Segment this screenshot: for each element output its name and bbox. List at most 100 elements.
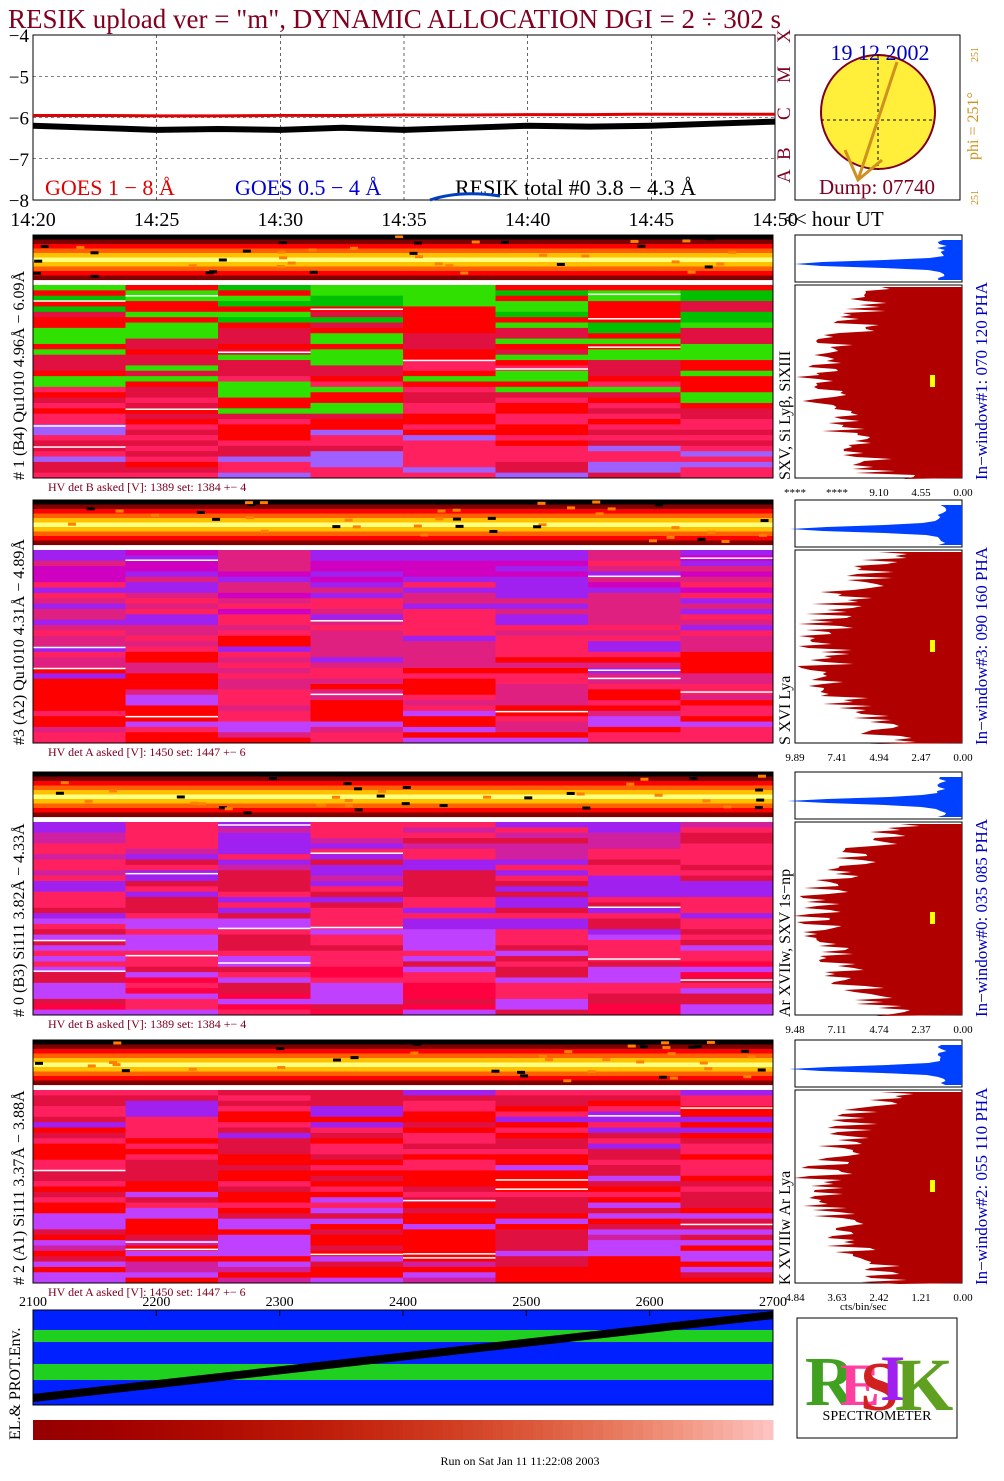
spectrogram-cell (588, 322, 681, 329)
spectrogram-cell (588, 603, 681, 610)
spectrogram-cell (33, 608, 126, 615)
spectrogram-cell (495, 870, 589, 877)
spectrogram-cell (680, 870, 774, 877)
spectrogram-cell (33, 582, 126, 589)
spectrogram-cell (218, 929, 311, 936)
spectrogram-cell (680, 662, 774, 669)
spectrogram-cell (588, 592, 681, 599)
spectrogram-cell (33, 576, 126, 583)
spectrogram-cell (403, 1090, 496, 1096)
spectrogram-cell (218, 684, 311, 690)
spectrogram-cell (680, 913, 774, 919)
spectrogram-cell (218, 848, 311, 855)
spectrogram-cell (403, 1095, 496, 1102)
spectrogram-cell (680, 1181, 774, 1187)
colorbar-cell (683, 1420, 694, 1440)
legend-squiggle (429, 192, 501, 202)
strip-band (33, 808, 773, 813)
spectrogram-cell (588, 1090, 681, 1096)
spectrogram-cell (495, 897, 589, 903)
spectrogram-cell (218, 419, 311, 425)
strip-speck (401, 802, 410, 806)
spectrogram-cell (310, 1229, 404, 1236)
spectrogram-cell (218, 1245, 311, 1252)
spectrogram-cell (125, 360, 219, 366)
spectrogram-cell (33, 694, 126, 701)
spectrogram-cell (495, 429, 589, 436)
colorbar-cell (483, 1420, 494, 1440)
spectrogram-cell (33, 966, 126, 973)
strip-speck (243, 811, 252, 815)
spectrogram-cell (495, 732, 589, 739)
spectrogram-cell (588, 381, 681, 388)
window-marker (930, 1180, 935, 1192)
colorbar-cell (423, 1420, 434, 1440)
spectrogram-line (588, 293, 681, 296)
spectrogram-cell (125, 619, 219, 626)
spectrogram-cell (403, 1272, 496, 1279)
strip-speck (747, 1055, 756, 1059)
spectrogram-cell (218, 1218, 311, 1225)
spectrogram-cell (310, 1138, 404, 1145)
strip-speck (276, 265, 285, 269)
spectrogram-cell (125, 880, 219, 887)
spectrogram-cell (125, 950, 219, 957)
spectrogram-cell (310, 662, 404, 669)
line-label: S XVI Lya (777, 676, 794, 745)
spectrogram-cell (588, 333, 681, 340)
spectrogram-cell (680, 838, 774, 844)
strip-speck (435, 517, 444, 521)
spectrogram-cell (218, 1100, 311, 1107)
spectrogram-cell (680, 1138, 774, 1145)
x-tick-label: 14:35 (381, 209, 427, 231)
spectrogram-cell (310, 732, 404, 739)
spectrogram-cell (33, 1009, 126, 1016)
spectrogram-cell (125, 402, 219, 409)
strip-speck (352, 525, 361, 529)
spectrogram-cell (680, 349, 774, 356)
spectrogram-cell (218, 966, 311, 973)
spectrogram-cell (403, 838, 496, 844)
spectrogram-cell (403, 732, 496, 739)
goes-line (33, 112, 775, 118)
spectrogram-cell (33, 625, 126, 631)
spectrogram-cell (310, 1090, 404, 1096)
spectrogram-cell (310, 376, 404, 382)
spectrogram-cell (403, 705, 496, 712)
spectrogram-cell (403, 716, 496, 723)
spectrogram-cell (495, 311, 589, 318)
spectrogram-cell (403, 1132, 496, 1139)
spectrogram-cell (403, 1191, 496, 1198)
spectrogram-cell (495, 684, 589, 690)
strip-speck (278, 241, 287, 245)
spectrogram-cell (495, 945, 589, 952)
spectrogram-cell (588, 1234, 681, 1241)
spectrogram-cell (495, 322, 589, 329)
spectrogram-cell (310, 1213, 404, 1220)
strip-speck (40, 244, 49, 248)
spectrogram-cell (680, 929, 774, 936)
strip-band (33, 509, 773, 514)
spectrogram-cell (403, 376, 496, 382)
spectrogram-cell (310, 571, 404, 578)
spectrogram-cell (495, 456, 589, 463)
spectrogram-cell (218, 1224, 311, 1230)
spectrogram-cell (218, 1240, 311, 1246)
spectrogram-cell (588, 429, 681, 436)
spectrogram-cell (495, 1213, 589, 1220)
spectrogram-cell (403, 1213, 496, 1220)
spectrogram-cell (33, 555, 126, 562)
spectrogram-cell (403, 349, 496, 356)
spectrogram-cell (588, 392, 681, 399)
spectrogram-cell (125, 608, 219, 615)
spectrogram-cell (33, 343, 126, 350)
spectrogram-cell (495, 891, 589, 898)
spectrogram-cell (588, 673, 681, 680)
spectrogram-cell (680, 1234, 774, 1241)
spectrogram-cell (218, 870, 311, 877)
spectrogram-cell (310, 408, 404, 415)
spectrogram-cell (588, 710, 681, 717)
spectrogram-cell (310, 726, 404, 733)
spectrogram-cell (218, 651, 311, 658)
spectrogram-cell (680, 897, 774, 903)
